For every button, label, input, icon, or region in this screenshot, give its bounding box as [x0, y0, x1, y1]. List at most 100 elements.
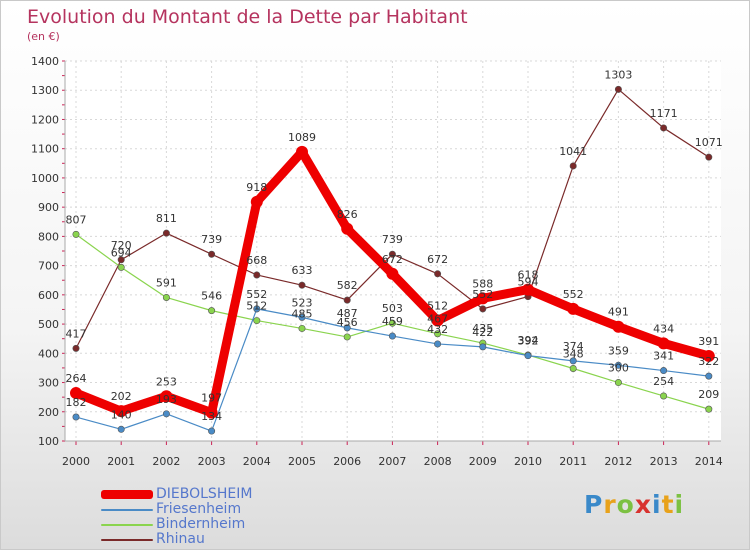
data-label: 140 — [111, 408, 132, 421]
data-label: 591 — [156, 276, 177, 289]
data-point — [343, 333, 351, 341]
data-point — [296, 145, 308, 158]
data-label: 485 — [292, 307, 313, 320]
data-label: 359 — [608, 344, 629, 357]
legend-swatch — [101, 538, 153, 541]
data-label: 1303 — [604, 68, 632, 81]
data-point — [434, 270, 442, 278]
data-point — [162, 293, 170, 301]
data-point — [569, 365, 577, 373]
legend-label: Rhinau — [156, 531, 205, 547]
proxiti-logo: Proxiti — [584, 490, 685, 519]
data-point — [253, 305, 261, 313]
data-label: 491 — [608, 306, 629, 319]
data-label: 254 — [653, 375, 674, 388]
y-tick-label: 300 — [38, 377, 59, 390]
y-tick-label: 500 — [38, 318, 59, 331]
data-point — [298, 313, 306, 321]
data-point — [72, 230, 80, 238]
data-label: 348 — [563, 348, 584, 361]
data-label: 1041 — [559, 145, 587, 158]
data-label: 487 — [337, 307, 358, 320]
data-point — [522, 283, 534, 296]
data-point — [160, 390, 173, 403]
y-tick-label: 400 — [38, 347, 59, 360]
data-point — [476, 292, 489, 305]
data-label: 1089 — [288, 131, 316, 144]
data-label: 523 — [292, 296, 313, 309]
data-label: 341 — [653, 350, 674, 363]
data-point — [434, 330, 442, 338]
data-label: 720 — [111, 239, 132, 252]
data-point — [660, 392, 668, 400]
data-label: 807 — [66, 213, 87, 226]
data-label: 633 — [292, 264, 313, 277]
data-label: 1171 — [650, 107, 678, 120]
data-point — [705, 405, 713, 413]
data-label: 197 — [201, 392, 222, 405]
x-tick-label: 2003 — [198, 455, 226, 468]
data-label: 552 — [472, 288, 493, 301]
data-label: 434 — [653, 322, 674, 335]
data-point — [705, 153, 713, 161]
data-label: 300 — [608, 362, 629, 375]
x-tick-label: 2000 — [62, 455, 90, 468]
y-tick-label: 1200 — [31, 113, 59, 126]
data-point — [70, 387, 82, 400]
data-point — [702, 349, 715, 362]
x-tick-label: 2002 — [152, 455, 180, 468]
data-label: 432 — [427, 323, 448, 336]
data-label: 694 — [111, 246, 132, 259]
y-tick-label: 1300 — [31, 84, 59, 97]
data-label: 253 — [156, 375, 177, 388]
data-label: 552 — [563, 288, 584, 301]
data-point — [205, 406, 218, 419]
data-label: 456 — [337, 316, 358, 329]
data-point — [341, 222, 354, 235]
data-point — [250, 195, 263, 208]
data-label: 422 — [472, 326, 493, 339]
data-point — [569, 357, 577, 365]
x-tick-label: 2001 — [107, 455, 135, 468]
data-label: 672 — [427, 253, 448, 266]
data-point — [117, 263, 125, 271]
x-tick-label: 2004 — [243, 455, 271, 468]
data-point — [657, 337, 670, 350]
x-tick-label: 2007 — [378, 455, 406, 468]
data-point — [208, 250, 216, 258]
chart-title: Evolution du Montant de la Dette par Hab… — [27, 6, 468, 28]
data-point — [253, 271, 261, 279]
data-point — [386, 267, 399, 280]
data-label: 582 — [337, 279, 358, 292]
data-label: 588 — [472, 277, 493, 290]
y-tick-label: 600 — [38, 289, 59, 302]
data-label: 512 — [427, 300, 448, 313]
data-point — [612, 320, 625, 333]
x-tick-label: 2010 — [514, 455, 542, 468]
legend-item: Bindernheim — [101, 517, 252, 532]
data-point — [115, 405, 128, 418]
legend-label: Bindernheim — [156, 516, 246, 532]
y-tick-label: 1100 — [31, 143, 59, 156]
data-point — [388, 332, 396, 340]
data-point — [567, 302, 580, 315]
y-tick-label: 1000 — [31, 172, 59, 185]
data-point — [431, 314, 444, 327]
data-label: 392 — [518, 335, 539, 348]
data-label: 182 — [66, 396, 87, 409]
data-point — [208, 427, 216, 435]
data-point — [298, 281, 306, 289]
data-label: 264 — [66, 372, 87, 385]
data-point — [117, 256, 125, 264]
data-point — [72, 344, 80, 352]
y-tick-label: 200 — [38, 406, 59, 419]
data-point — [434, 340, 442, 348]
data-label: 668 — [246, 254, 267, 267]
x-tick-label: 2012 — [604, 455, 632, 468]
y-tick-label: 1400 — [31, 55, 59, 68]
legend-swatch — [101, 490, 153, 499]
data-label: 1071 — [695, 136, 723, 149]
x-tick-label: 2013 — [650, 455, 678, 468]
